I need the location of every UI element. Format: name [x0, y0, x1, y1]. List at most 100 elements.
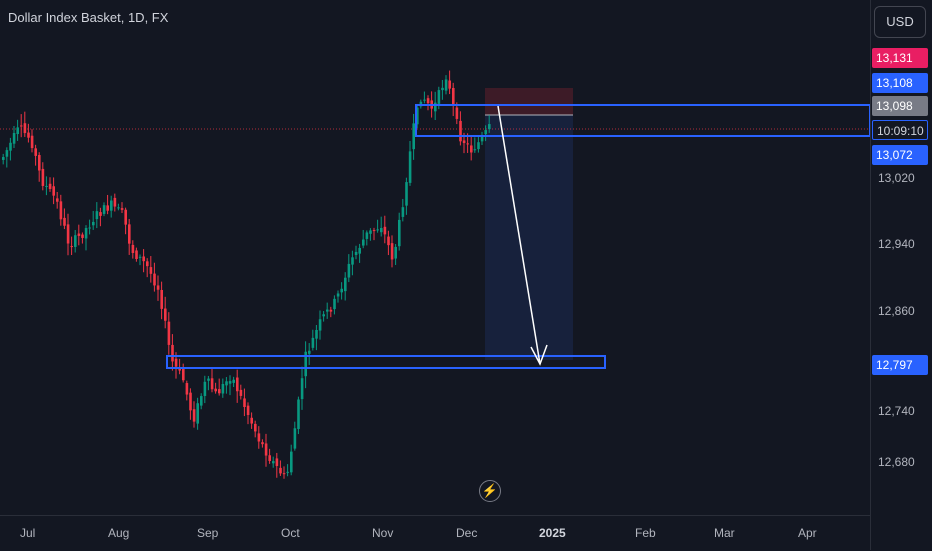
- price-tick: 12,860: [878, 304, 915, 318]
- candle-body: [257, 433, 261, 442]
- candle-body: [484, 130, 487, 135]
- candle-body: [2, 157, 5, 160]
- price-chart[interactable]: [0, 0, 871, 515]
- currency-button[interactable]: USD: [874, 6, 926, 38]
- candle-body: [401, 207, 405, 217]
- candle-body: [102, 205, 106, 214]
- price-tick: 12,940: [878, 237, 915, 251]
- time-label: Oct: [281, 526, 300, 540]
- candle-body: [261, 442, 264, 445]
- candle-body: [81, 234, 84, 238]
- candle-body: [279, 467, 282, 474]
- candle-body: [243, 398, 246, 407]
- candles-group: [2, 70, 491, 479]
- short-stop-zone[interactable]: [485, 88, 573, 115]
- candle-body: [182, 368, 185, 381]
- candle-body: [56, 198, 59, 202]
- candle-body: [390, 243, 394, 260]
- candle-body: [372, 230, 376, 232]
- candle-body: [405, 182, 408, 206]
- candle-body: [452, 87, 455, 105]
- candle-body: [340, 288, 343, 293]
- candle-body: [120, 208, 124, 210]
- candle-body: [286, 471, 289, 473]
- candle-body: [160, 289, 163, 309]
- time-label: Dec: [456, 526, 478, 540]
- time-label: Feb: [635, 526, 656, 540]
- candle-body: [470, 145, 473, 153]
- candle-body: [412, 123, 415, 150]
- candle-body: [95, 211, 99, 220]
- candle-body: [480, 136, 484, 142]
- candle-body: [124, 209, 127, 225]
- candle-body: [448, 80, 451, 89]
- candle-body: [236, 377, 239, 392]
- candle-body: [149, 267, 153, 274]
- candle-body: [282, 473, 286, 475]
- candle-body: [200, 396, 203, 406]
- candle-body: [99, 212, 102, 216]
- entry-low-badge: 13,072: [872, 145, 928, 165]
- candle-body: [228, 381, 232, 384]
- candle-body: [196, 403, 199, 424]
- candle-body: [344, 277, 347, 292]
- chart-area[interactable]: Dollar Index Basket, 1D, FX ⚡: [0, 0, 871, 515]
- candle-body: [455, 107, 459, 119]
- candle-body: [315, 330, 318, 339]
- candle-body: [106, 205, 109, 211]
- candle-body: [9, 142, 12, 151]
- candle-body: [113, 197, 117, 207]
- time-label: Aug: [108, 526, 130, 540]
- projection-arrow-line[interactable]: [497, 105, 541, 365]
- candle-body: [268, 455, 271, 461]
- time-label: Apr: [798, 526, 817, 540]
- candle-body: [311, 337, 315, 348]
- candle-body: [408, 151, 412, 183]
- candle-body: [380, 227, 383, 233]
- candle-body: [77, 233, 81, 236]
- candle-body: [185, 383, 189, 395]
- candle-body: [250, 417, 253, 424]
- candle-body: [221, 383, 225, 394]
- candle-body: [156, 285, 160, 290]
- time-label: Jul: [20, 526, 36, 540]
- candle-body: [275, 458, 279, 466]
- price-tick: 12,740: [878, 404, 915, 418]
- candle-body: [426, 98, 430, 104]
- short-target-zone[interactable]: [485, 115, 573, 360]
- candle-body: [232, 379, 235, 383]
- candle-body: [66, 224, 70, 244]
- entry-high-badge: 13,108: [872, 73, 928, 93]
- candle-body: [459, 120, 462, 142]
- candle-body: [358, 247, 361, 254]
- lightning-icon[interactable]: ⚡: [479, 480, 501, 502]
- candle-body: [12, 133, 16, 144]
- supply-zone-rectangle[interactable]: [415, 104, 871, 137]
- candle-body: [153, 273, 156, 286]
- price-tick: 13,020: [878, 171, 915, 185]
- candle-body: [297, 399, 300, 429]
- candle-body: [164, 308, 167, 321]
- candle-body: [362, 239, 365, 246]
- time-axis[interactable]: Jul Aug Sep Oct Nov Dec 2025 Feb Mar Apr: [0, 515, 870, 551]
- candle-body: [218, 389, 221, 394]
- candle-body: [52, 186, 55, 196]
- candle-body: [63, 217, 66, 226]
- candle-body: [117, 207, 120, 209]
- candle-body: [308, 350, 311, 354]
- candle-body: [246, 405, 250, 416]
- candle-body: [318, 319, 322, 331]
- candle-body: [174, 358, 178, 367]
- candle-body: [304, 351, 307, 377]
- candle-body: [376, 229, 379, 231]
- candle-body: [336, 293, 340, 297]
- candle-body: [351, 257, 354, 265]
- candle-body: [138, 256, 142, 258]
- candle-body: [88, 227, 91, 229]
- candle-body: [333, 298, 336, 310]
- candle-body: [59, 201, 63, 220]
- last-price-badge: 13,098: [872, 96, 928, 116]
- stop-price-badge: 13,131: [872, 48, 928, 68]
- candle-body: [128, 224, 131, 244]
- demand-zone-rectangle[interactable]: [166, 355, 606, 369]
